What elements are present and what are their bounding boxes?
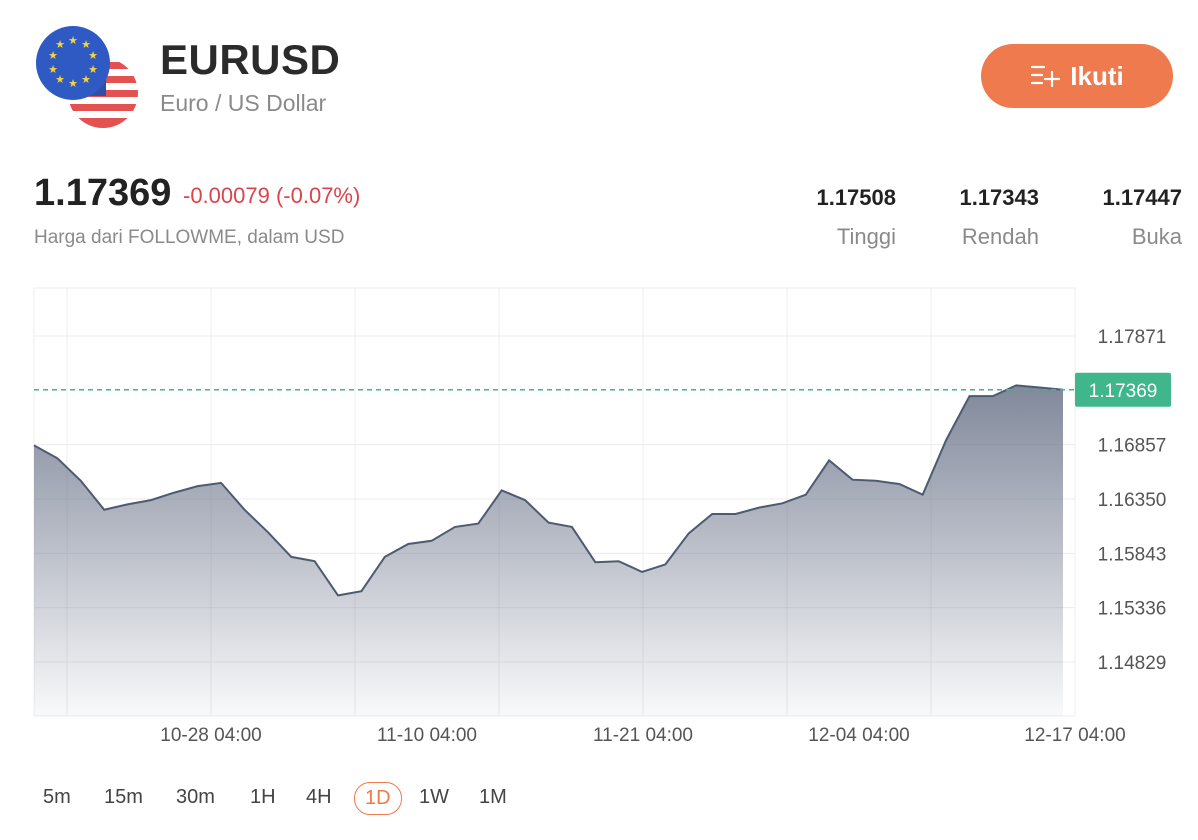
high-value: 1.17508 — [816, 185, 896, 210]
x-tick-label: 12-17 04:00 — [1024, 725, 1125, 746]
timeframe-1m[interactable]: 1M — [479, 786, 507, 808]
y-tick-label: 1.16857 — [1098, 436, 1167, 457]
svg-text:★: ★ — [68, 34, 78, 47]
y-tick-label: 1.17871 — [1098, 327, 1167, 348]
y-tick-label: 1.15843 — [1098, 544, 1167, 565]
svg-text:★: ★ — [55, 38, 65, 51]
current-price-tag: 1.17369 — [1075, 372, 1171, 407]
timeframe-5m[interactable]: 5m — [43, 786, 71, 808]
low-label: Rendah — [961, 224, 1039, 249]
svg-text:★: ★ — [68, 77, 78, 90]
svg-text:★: ★ — [55, 73, 65, 86]
price-area-fill — [34, 385, 1063, 716]
high-label: Tinggi — [836, 224, 896, 249]
svg-text:★: ★ — [88, 63, 98, 76]
timeframe-1h[interactable]: 1H — [250, 786, 276, 808]
price-line — [33, 384, 1064, 597]
open-label: Buka — [1131, 224, 1182, 249]
timeframe-15m[interactable]: 15m — [104, 786, 143, 808]
eu-flag-icon — [36, 26, 110, 100]
current-price: 1.17369 — [34, 172, 172, 214]
open-value: 1.17447 — [1102, 185, 1182, 210]
svg-text:★: ★ — [48, 63, 58, 76]
low-value: 1.17343 — [959, 185, 1039, 210]
x-tick-label: 10-28 04:00 — [160, 725, 261, 746]
svg-text:★: ★ — [48, 49, 58, 62]
price-change: -0.00079 (-0.07%) — [183, 183, 361, 208]
svg-text:★: ★ — [81, 38, 91, 51]
price-chart[interactable]: 1.17871 1.16857 1.16350 1.15843 1.15336 1.148… — [0, 280, 1198, 750]
follow-list-icon — [1031, 65, 1061, 88]
x-tick-label: 11-21 04:00 — [593, 725, 693, 746]
current-price-tag-label: 1.17369 — [1089, 381, 1158, 402]
currency-pair-flags: ★ ★ ★ ★ ★ ★ ★ ★ ★ ★ — [36, 26, 138, 128]
timeframe-30m[interactable]: 30m — [176, 786, 215, 808]
follow-button[interactable]: Ikuti — [981, 44, 1173, 108]
instrument-symbol: EURUSD — [160, 36, 341, 83]
y-tick-label: 1.15336 — [1098, 599, 1167, 620]
y-tick-label: 1.14829 — [1098, 653, 1167, 674]
x-tick-label: 11-10 04:00 — [377, 725, 477, 746]
timeframe-1d[interactable]: 1D — [354, 782, 402, 815]
svg-text:★: ★ — [88, 49, 98, 62]
follow-button-label: Ikuti — [1070, 60, 1124, 91]
timeframe-1w[interactable]: 1W — [419, 786, 449, 808]
timeframe-4h[interactable]: 4H — [306, 786, 332, 808]
price-source-note: Harga dari FOLLOWME, dalam USD — [34, 227, 345, 248]
svg-text:★: ★ — [81, 73, 91, 86]
x-tick-label: 12-04 04:00 — [808, 725, 909, 746]
instrument-name: Euro / US Dollar — [160, 90, 327, 116]
y-tick-label: 1.16350 — [1098, 490, 1167, 511]
